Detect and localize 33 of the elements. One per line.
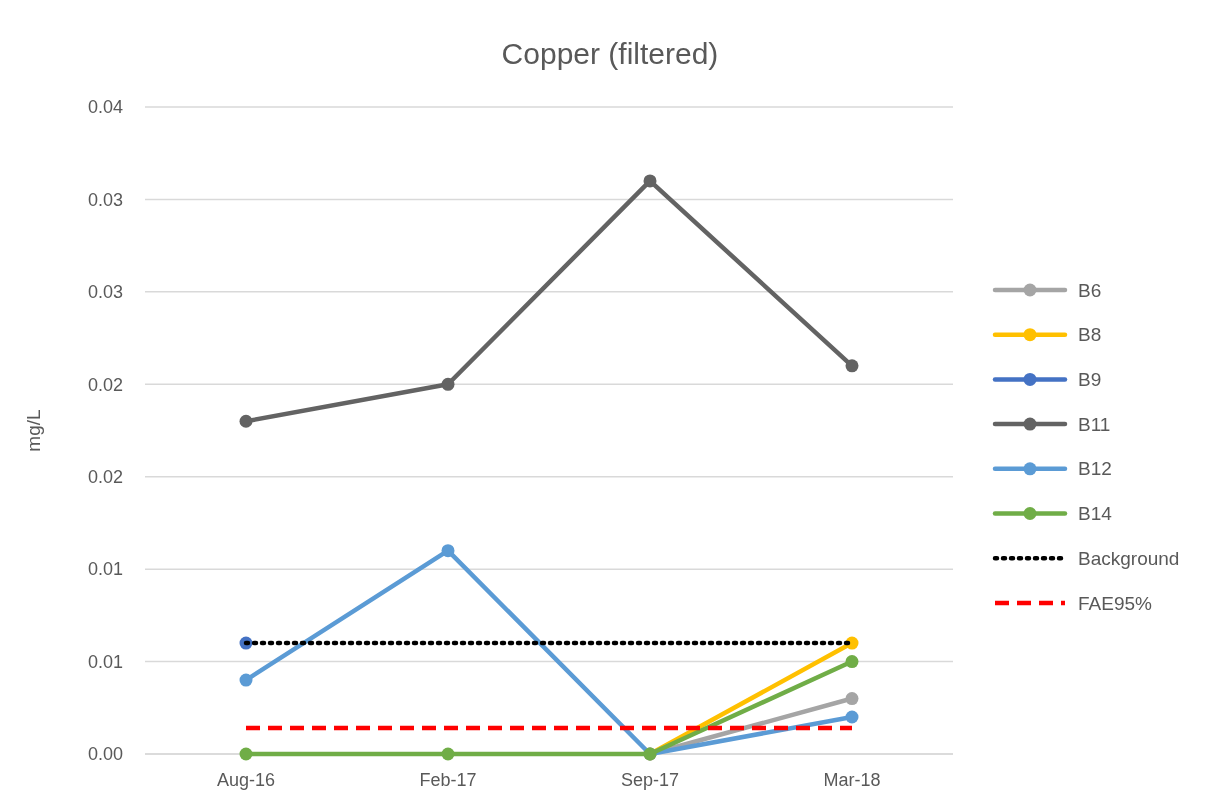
y-tick-label: 0.03 (87, 282, 123, 303)
legend-label: B9 (1078, 369, 1102, 391)
point (441, 377, 455, 391)
y-tick-label: 0.01 (87, 559, 123, 580)
point (441, 544, 455, 558)
point (845, 692, 859, 706)
x-tick-label: Mar-18 (823, 770, 881, 790)
legend-label: B11 (1078, 413, 1111, 435)
y-tick-label: 0.04 (87, 97, 123, 118)
x-tick-label: Sep-17 (620, 770, 680, 790)
point (845, 655, 859, 669)
y-tick-label: 0.03 (87, 189, 123, 210)
chart-title: Copper (filtered) (501, 37, 719, 70)
legend-label: B14 (1078, 503, 1113, 525)
point (239, 673, 253, 687)
y-tick-label: 0.00 (87, 744, 123, 765)
y-tick-label: 0.01 (87, 651, 123, 672)
legend-label: B6 (1078, 279, 1102, 301)
y-tick-label: 0.02 (87, 467, 123, 488)
y-tick-label: 0.02 (87, 374, 123, 395)
point (643, 174, 657, 188)
point (441, 747, 455, 761)
point (845, 710, 859, 724)
point (845, 359, 859, 373)
point (239, 747, 253, 761)
y-axis-title: mg/L (23, 409, 44, 452)
legend-label: Background (1078, 547, 1180, 569)
legend-label: B12 (1078, 458, 1112, 480)
point (239, 414, 253, 428)
legend-label: FAE95% (1078, 592, 1153, 614)
x-tick-label: Aug-16 (216, 770, 276, 790)
x-tick-label: Feb-17 (419, 770, 477, 790)
legend-label: B8 (1078, 324, 1102, 346)
